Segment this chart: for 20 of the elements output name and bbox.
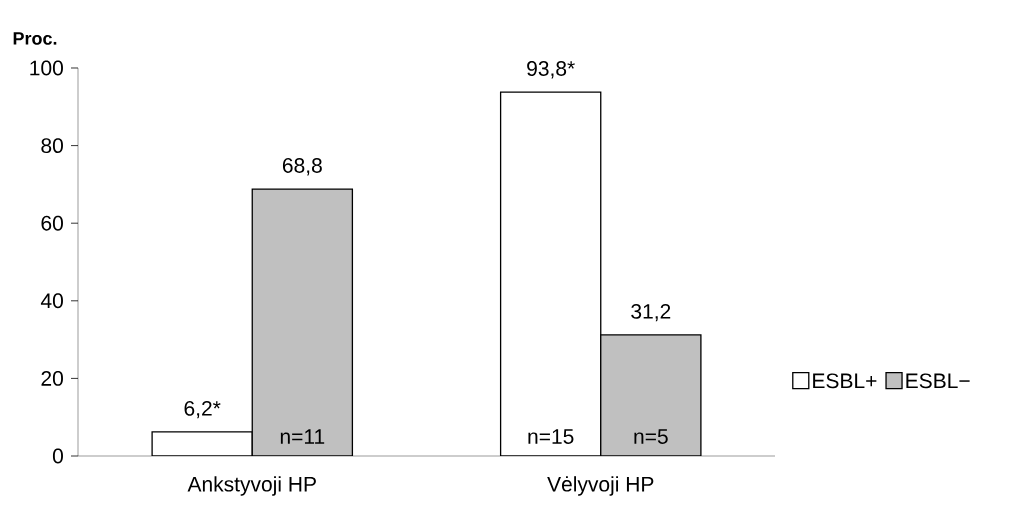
data-label: 93,8* — [527, 61, 575, 79]
y-tick-label: 80 — [41, 138, 63, 154]
x-tick-label: Ankstyvoji HP — [187, 476, 316, 496]
data-label: 31,2 — [631, 303, 671, 322]
y-tick-label: 60 — [41, 215, 63, 231]
bar — [600, 334, 702, 456]
y-tick-label: 0 — [52, 448, 63, 464]
x-tick-label: Vėlyvoji HP — [547, 476, 654, 496]
bar — [251, 188, 354, 456]
y-axis-title: Proc. — [13, 32, 57, 45]
y-tick-label: 100 — [30, 60, 63, 76]
annotation: n=5 — [634, 429, 668, 444]
legend-label: ESBL− — [906, 373, 970, 389]
y-tick-label: 40 — [40, 293, 63, 309]
data-label: 68,8 — [282, 158, 322, 176]
text: ESBL+ — [813, 373, 877, 389]
y-tick-label: 20 — [41, 370, 63, 386]
annotation: n=11 — [280, 429, 325, 444]
data-label: 6,2* — [184, 400, 221, 419]
annotation: n=15 — [528, 429, 574, 444]
